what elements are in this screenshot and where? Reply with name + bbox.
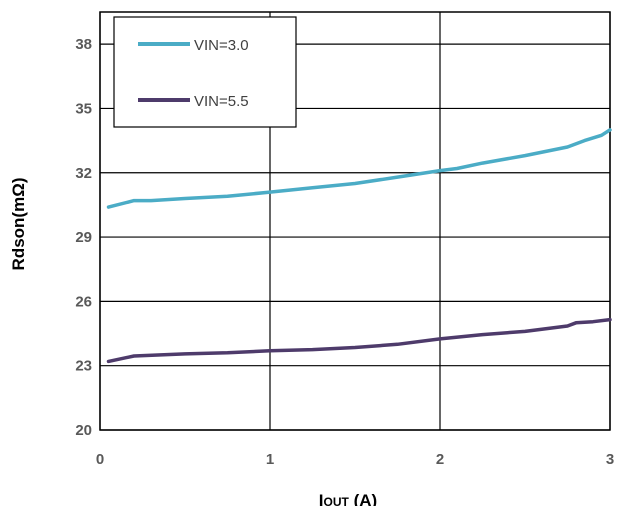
x-axis-title-unit: (A) [349,491,377,506]
x-axis-title: IOUT (A) [319,491,377,506]
y-tick-label: 35 [75,100,92,117]
y-tick-label: 20 [75,422,92,439]
legend: VIN=3.0 VIN=5.5 [113,16,297,128]
legend-box [113,16,297,128]
y-tick-label: 26 [75,293,92,310]
x-tick-label: 0 [96,451,104,468]
x-axis-title-main: I [319,491,324,506]
y-tick-label: 32 [75,165,92,182]
legend-label-vin-3-0: VIN=3.0 [194,37,249,54]
x-tick-label: 1 [266,451,274,468]
x-tick-label: 3 [606,451,614,468]
y-tick-label: 38 [75,36,92,53]
x-tick-label: 2 [436,451,444,468]
plot-frame [99,11,611,431]
y-tick-label: 29 [75,229,92,246]
y-axis-ticks: 20 23 26 29 32 35 38 [75,36,92,439]
series-line-0 [106,128,612,209]
y-tick-label: 23 [75,358,92,375]
series-line-1 [106,317,612,364]
x-axis-title-subscript: OUT [324,495,350,506]
x-axis-ticks: 0 1 2 3 [96,451,614,468]
legend-label-vin-5-5: VIN=5.5 [194,93,249,110]
series-layer [106,128,612,364]
y-axis-title: Rdson(mΩ) [9,178,28,271]
